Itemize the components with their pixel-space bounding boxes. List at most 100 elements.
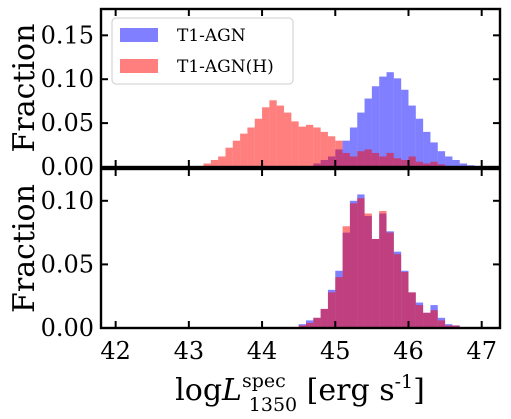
top-bar: [364, 149, 372, 167]
top-bar: [291, 121, 299, 167]
legend-label: T1-AGN(H): [177, 57, 274, 77]
bottom-bar: [393, 254, 402, 328]
top-bar: [218, 156, 226, 167]
top-bar: [371, 152, 380, 167]
top-ytick-label: 0.00: [41, 153, 94, 181]
top-bar: [393, 158, 402, 167]
bottom-xtick-label: 47: [466, 337, 497, 365]
top-bar: [415, 118, 424, 167]
top-axes-frame: [99, 7, 502, 169]
top-bar: [313, 127, 321, 167]
bottom-bar: [357, 198, 365, 328]
top-bar: [349, 127, 358, 167]
top-ytick-label: 0.10: [41, 65, 94, 93]
top-bar: [327, 136, 336, 167]
bottom-bar: [445, 325, 453, 328]
top-bar: [357, 151, 365, 167]
bottom-bar: [320, 308, 328, 328]
bottom-bar: [379, 210, 387, 328]
axis-labels: logLspec 1350 [erg s-1]: [175, 370, 425, 416]
bottom-panel: 0.00 0.05 0.10 42 43 44 45 46 47 Fraction: [7, 167, 502, 365]
top-bar: [371, 86, 380, 167]
top-bar: [459, 163, 468, 167]
x-axis-label: logLspec 1350 [erg s-1]: [175, 370, 425, 416]
top-ylabel: Fraction: [7, 24, 42, 153]
bottom-bar: [327, 292, 336, 328]
top-bar: [393, 78, 402, 167]
bottom-xtick-label: 46: [393, 337, 424, 365]
bottom-bar: [437, 320, 446, 328]
top-series-2: [203, 100, 446, 167]
top-ytick-label: 0.05: [41, 109, 94, 137]
bottom-bar: [423, 312, 431, 328]
top-bar: [401, 89, 409, 167]
bottom-bar: [342, 226, 350, 328]
bottom-xtick-label: 43: [174, 337, 205, 365]
bottom-ytick-label: 0.05: [41, 250, 94, 278]
top-bar: [401, 159, 409, 167]
bottom-bar: [305, 322, 314, 328]
top-bar: [423, 131, 431, 167]
top-bar: [305, 124, 314, 167]
legend-swatch: [120, 28, 158, 42]
top-bar: [379, 76, 387, 167]
top-bar: [225, 147, 233, 167]
top-bar: [430, 142, 438, 167]
top-bar: [445, 156, 453, 167]
top-bar: [320, 131, 328, 167]
top-bar: [437, 151, 446, 167]
bottom-bar: [452, 325, 460, 328]
top-bar: [452, 159, 460, 167]
bottom-bar: [430, 310, 438, 328]
legend: T1-AGN T1-AGN(H): [111, 17, 294, 85]
top-bar: [247, 127, 255, 167]
top-bar: [298, 126, 306, 167]
legend-label: T1-AGN: [177, 26, 246, 46]
top-bar: [203, 163, 211, 167]
top-bar: [254, 118, 263, 167]
top-bar: [379, 156, 387, 167]
bottom-ytick-label: 0.10: [41, 187, 94, 215]
bottom-bar: [371, 238, 380, 328]
top-bar: [423, 163, 431, 167]
bottom-bar: [415, 305, 424, 328]
top-series-1: [313, 72, 475, 167]
bottom-xtick-label: 42: [100, 337, 131, 365]
top-bar: [415, 161, 424, 167]
bottom-ylabel: Fraction: [7, 184, 42, 313]
bottom-bar: [298, 325, 306, 328]
top-bar: [357, 112, 365, 167]
top-bar: [262, 107, 270, 167]
top-bar: [349, 156, 358, 167]
top-bar: [284, 112, 292, 167]
bottom-bar: [401, 272, 409, 328]
top-bar: [276, 105, 285, 167]
top-bar: [408, 156, 416, 167]
bottom-xtick-label: 45: [320, 337, 351, 365]
bottom-bar: [349, 203, 358, 328]
bottom-bar: [364, 213, 372, 328]
top-ytick-label: 0.15: [41, 21, 94, 49]
top-bar: [408, 105, 416, 167]
top-bar: [342, 152, 350, 167]
bottom-bar: [386, 232, 394, 328]
top-bar: [437, 164, 446, 167]
legend-swatch: [120, 59, 158, 73]
bottom-bar: [408, 292, 416, 328]
bottom-bar: [335, 277, 343, 328]
bottom-bar: [313, 317, 321, 328]
top-bar: [240, 133, 248, 167]
bottom-ytick-label: 0.00: [41, 314, 94, 342]
top-bar: [386, 152, 394, 167]
top-bar: [335, 140, 343, 167]
bottom-xtick-label: 44: [247, 337, 278, 365]
top-bar: [232, 140, 241, 167]
top-bar: [364, 98, 372, 167]
top-bar: [210, 159, 219, 167]
top-bar: [386, 72, 394, 167]
top-bar: [269, 100, 277, 167]
top-bar: [430, 161, 438, 167]
bottom-series-2: [298, 198, 460, 328]
